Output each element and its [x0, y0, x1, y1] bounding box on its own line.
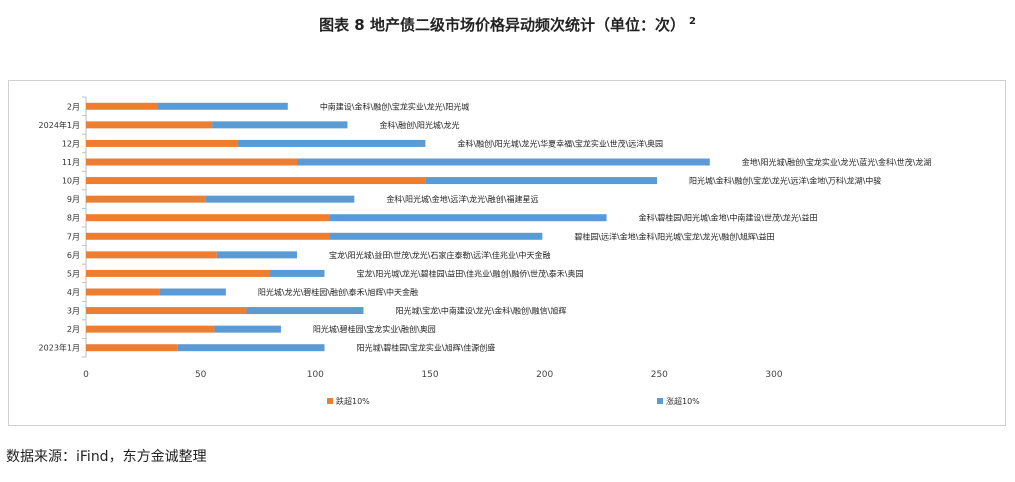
bar-annotation: 碧桂园\远洋\金地\金科\阳光城\宝龙\龙光\融创\旭辉\益田 [574, 231, 774, 241]
bar-drop [86, 307, 247, 315]
y-tick-label: 2月 [67, 102, 80, 111]
bar-drop [86, 214, 330, 222]
legend-swatch [657, 398, 663, 404]
bar-drop [86, 251, 217, 259]
bar-rise [212, 121, 348, 129]
bar-drop [86, 177, 426, 185]
bar-drop [86, 232, 330, 240]
bar-rise [237, 139, 426, 147]
bar-rise [246, 307, 364, 315]
data-source-note: 数据来源：iFind，东方金诚整理 [6, 449, 207, 465]
bar-drop [86, 269, 270, 277]
y-tick-label: 12月 [62, 139, 80, 148]
title-footnote-marker: 2 [688, 16, 696, 27]
bar-rise [296, 158, 710, 166]
chart-frame: 2月 中南建设\金科\融创\宝龙实业\龙光\阳光城 2024年1月 金科\融创\阳光城… [8, 80, 1006, 426]
legend-label: 跌超10% [336, 396, 370, 406]
y-tick-label: 4月 [67, 288, 80, 297]
bar-annotation: 金科\融创\阳光城\龙光\华夏幸福\宝龙实业\世茂\远洋\奥园 [457, 138, 663, 148]
bar-rise [159, 288, 226, 296]
x-tick-label: 0 [83, 370, 89, 380]
bar-annotation: 阳光城\碧桂园\宝龙实业\旭辉\佳源创盛 [357, 343, 496, 353]
y-tick-label: 2月 [67, 325, 80, 334]
y-tick-label: 7月 [67, 232, 80, 241]
chart-title: 图表 8 地产债二级市场价格异动频次统计（单位：次） 2 [0, 14, 1015, 35]
bar-rise [205, 195, 355, 203]
y-tick-label: 6月 [67, 251, 80, 260]
bar-drop [86, 139, 238, 147]
chart-title-text: 图表 8 地产债二级市场价格异动频次统计（单位：次） [319, 16, 685, 34]
bar-drop [86, 102, 158, 110]
bar-rise [157, 102, 288, 110]
bar-rise [216, 251, 297, 259]
y-tick-label: 5月 [67, 269, 80, 278]
bar-rise [269, 269, 325, 277]
bar-rise [329, 232, 543, 240]
bar-rise [214, 325, 281, 333]
x-tick-label: 300 [765, 370, 782, 380]
y-tick-label: 3月 [67, 307, 80, 316]
bar-annotation: 阳光城\宝龙\中南建设\龙光\金科\融创\融信\旭辉 [395, 306, 566, 316]
bar-annotation: 金科\融创\阳光城\龙光 [379, 120, 459, 130]
x-tick-label: 100 [307, 370, 324, 380]
bar-annotation: 金科\阳光城\金地\远洋\龙光\融创\福建星远 [386, 194, 538, 204]
y-tick-label: 9月 [67, 195, 80, 204]
bar-annotation: 阳光城\龙光\碧桂园\融创\泰禾\旭辉\中天金融 [258, 287, 418, 297]
y-tick-label: 8月 [67, 214, 80, 223]
bar-annotation: 阳光城\金科\融创\宝龙\龙光\远洋\金地\万科\龙湖\中骏 [689, 176, 881, 186]
bar-drop [86, 158, 297, 166]
bar-annotation: 金科\碧桂园\阳光城\金地\中南建设\世茂\龙光\益田 [639, 213, 818, 223]
x-tick-label: 250 [651, 370, 668, 380]
bar-drop [86, 344, 178, 352]
x-tick-label: 50 [195, 370, 207, 380]
x-tick-label: 200 [536, 370, 553, 380]
bar-annotation: 阳光城\碧桂园\宝龙实业\融创\奥园 [313, 324, 436, 334]
bar-rise [177, 344, 325, 352]
y-tick-label: 11月 [62, 158, 80, 167]
bar-annotation: 宝龙\阳光城\益田\世茂\龙光\石家庄泰勒\远洋\佳兆业\中天金融 [329, 250, 551, 260]
bar-drop [86, 121, 213, 129]
bar-annotation: 中南建设\金科\融创\宝龙实业\龙光\阳光城 [320, 101, 469, 111]
y-tick-label: 2023年1月 [39, 343, 80, 353]
y-tick-label: 2024年1月 [39, 120, 80, 130]
x-tick-label: 150 [421, 370, 438, 380]
bar-drop [86, 195, 206, 203]
bar-annotation: 金地\阳光城\融创\宝龙实业\龙光\蓝光\金科\世茂\龙湖 [742, 157, 932, 167]
bar-drop [86, 288, 160, 296]
bar-rise [425, 177, 658, 185]
legend-swatch [327, 398, 333, 404]
bar-annotation: 宝龙\阳光城\龙光\碧桂园\益田\佳兆业\融创\融侨\世茂\泰禾\奥园 [357, 268, 584, 278]
y-tick-label: 10月 [62, 177, 80, 186]
legend-label: 涨超10% [666, 396, 700, 406]
bar-rise [329, 214, 607, 222]
bar-drop [86, 325, 215, 333]
